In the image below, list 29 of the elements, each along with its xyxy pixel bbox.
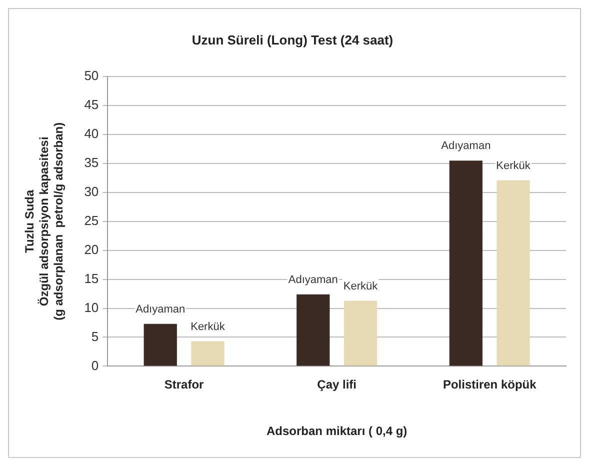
x-tick-label: Çay lifi bbox=[317, 378, 357, 392]
series-label: Adıyaman bbox=[136, 303, 186, 316]
text: Kerkük bbox=[343, 280, 378, 292]
y-tick-label: 45 bbox=[84, 97, 99, 112]
y-tick-label: 15 bbox=[84, 270, 99, 286]
y-tick-label: 25 bbox=[84, 212, 99, 228]
chart-title: Uzun Süreli (Long) Test (24 saat) bbox=[192, 32, 394, 48]
bar bbox=[296, 294, 330, 366]
bar bbox=[496, 180, 530, 366]
y-tick-label: 35 bbox=[84, 155, 99, 170]
y-tick-label: 0 bbox=[91, 358, 99, 373]
bar bbox=[144, 324, 177, 366]
y-tick-label: 50 bbox=[84, 68, 99, 84]
y-tick-label: 40 bbox=[84, 126, 99, 142]
y-tick-label: 30 bbox=[84, 184, 99, 200]
y-tick-label: 5 bbox=[91, 328, 99, 344]
x-axis-title: Adsorban miktarı ( 0,4 g) bbox=[266, 424, 408, 438]
bar bbox=[344, 300, 378, 366]
text: Adıyaman bbox=[441, 140, 491, 152]
x-tick-label: Strafor bbox=[164, 378, 204, 392]
y-tick-label: 10 bbox=[84, 300, 99, 315]
text: Kerkük bbox=[190, 320, 225, 333]
series-label: Kerkük bbox=[496, 160, 531, 172]
bar bbox=[449, 160, 483, 366]
x-tick-label: Polistiren köpük bbox=[442, 378, 537, 392]
text: Adıyaman bbox=[288, 274, 338, 286]
y-axis-title: Tuzlu Suda Özgül adsorpsiyon kapasitesi (g adsorplanan petrol/g adsorban) bbox=[22, 122, 66, 320]
y-tick-label: 20 bbox=[84, 242, 99, 257]
bar bbox=[191, 341, 224, 366]
